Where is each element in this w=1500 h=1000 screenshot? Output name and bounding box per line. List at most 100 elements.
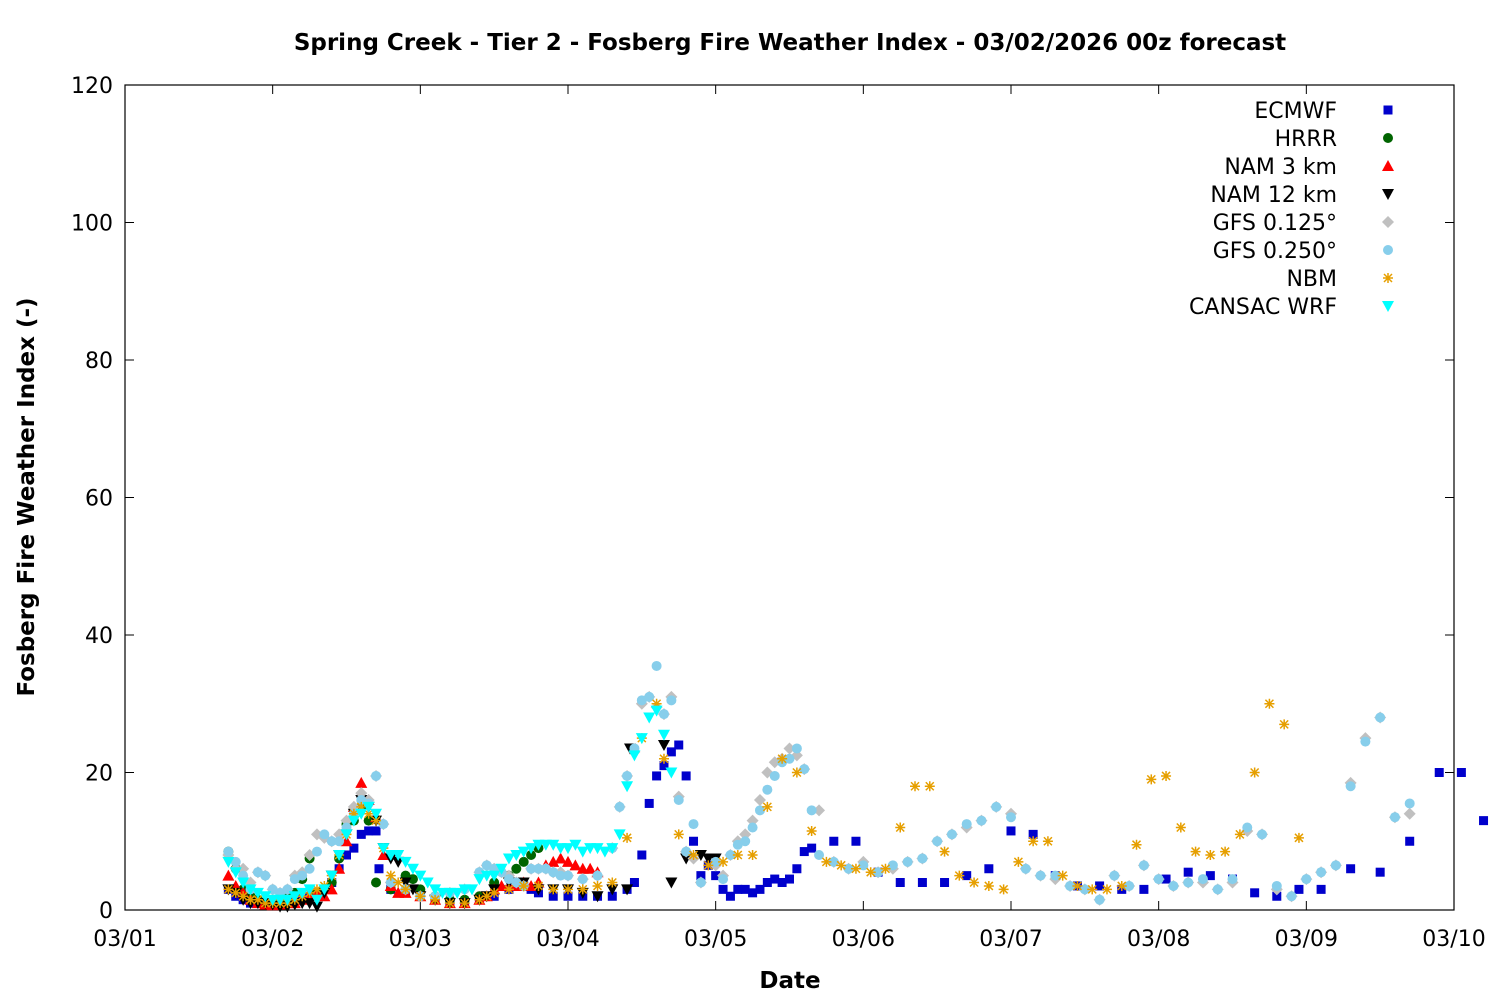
- data-point-hrrr: [518, 856, 529, 867]
- data-point-nbm: [503, 884, 514, 895]
- data-point-nbm: [969, 877, 980, 888]
- data-point-gfs-0-250: [297, 870, 308, 881]
- data-point-nbm: [939, 846, 950, 857]
- data-point-nam-12-km: [591, 891, 604, 903]
- data-point-gfs-0-250: [1242, 822, 1253, 833]
- data-point-gfs-0-250: [555, 870, 566, 881]
- legend-label: HRRR: [1275, 127, 1337, 152]
- data-point-nam-12-km: [303, 898, 316, 910]
- data-point-nbm: [311, 884, 322, 895]
- data-point-gfs-0-125: [1403, 807, 1416, 820]
- data-point-nbm: [563, 884, 573, 895]
- data-points: [222, 660, 1489, 913]
- data-point-cansac-wrf: [598, 846, 611, 858]
- data-point-gfs-0-250: [814, 850, 825, 860]
- data-point-nbm: [836, 860, 847, 871]
- data-point-cansac-wrf: [325, 870, 338, 882]
- data-point-ecmwf: [762, 878, 772, 887]
- data-point-cansac-wrf: [643, 712, 656, 724]
- legend-label: NBM: [1286, 267, 1337, 292]
- data-point-gfs-0-250: [718, 874, 729, 885]
- data-point-ecmwf: [740, 884, 750, 894]
- data-point-cansac-wrf: [635, 733, 648, 745]
- data-point-cansac-wrf: [251, 887, 264, 899]
- data-point-hrrr: [363, 815, 374, 826]
- data-point-gfs-0-250: [673, 795, 684, 805]
- data-point-gfs-0-250: [961, 819, 972, 830]
- data-point-nbm: [533, 880, 544, 891]
- data-point-nbm: [393, 877, 404, 888]
- data-point-nbm: [1249, 767, 1260, 778]
- data-point-gfs-0-250: [563, 870, 573, 881]
- data-point-nbm: [954, 870, 965, 881]
- data-point-cansac-wrf: [451, 887, 464, 899]
- data-point-gfs-0-250: [902, 856, 913, 867]
- legend-marker: [1383, 133, 1393, 143]
- data-point-nam-12-km: [680, 853, 693, 865]
- legend-marker: [1383, 245, 1393, 255]
- data-point-ecmwf: [1205, 871, 1215, 881]
- data-point-ecmwf: [674, 740, 684, 750]
- data-point-nbm: [850, 863, 861, 874]
- x-tick-label: 03/09: [1275, 927, 1338, 952]
- data-point-nbm: [1057, 870, 1068, 881]
- data-point-gfs-0-250: [592, 870, 603, 881]
- data-point-ecmwf: [777, 878, 787, 887]
- data-point-nbm: [238, 891, 249, 902]
- data-point-nbm: [1190, 846, 1201, 857]
- data-point-nbm: [481, 891, 492, 902]
- y-tick-label: 20: [85, 762, 113, 787]
- x-tick-label: 03/02: [241, 927, 304, 952]
- x-tick-label: 03/06: [832, 927, 895, 952]
- data-point-nam-3-km: [325, 883, 338, 895]
- data-point-gfs-0-250: [260, 870, 271, 881]
- data-point-ecmwf: [785, 874, 794, 884]
- data-point-gfs-0-250: [644, 691, 655, 702]
- data-point-nam-3-km: [569, 859, 582, 871]
- data-point-gfs-0-250: [1197, 874, 1208, 885]
- data-point-cansac-wrf: [377, 843, 390, 855]
- data-point-gfs-0-250: [1360, 736, 1371, 747]
- data-point-cansac-wrf: [466, 884, 479, 896]
- data-point-ecmwf: [1479, 816, 1489, 826]
- data-point-nbm: [1175, 822, 1186, 833]
- data-point-nbm: [592, 880, 603, 891]
- legend-label: CANSAC WRF: [1189, 295, 1337, 320]
- data-point-nbm: [998, 884, 1009, 895]
- data-point-ecmwf: [799, 847, 809, 857]
- data-point-nbm: [806, 825, 817, 836]
- data-point-nbm: [230, 887, 241, 898]
- plot-frame: [124, 84, 1455, 911]
- data-point-nbm: [577, 884, 588, 895]
- data-point-ecmwf: [548, 891, 558, 901]
- data-point-nbm: [865, 867, 876, 878]
- data-point-gfs-0-250: [858, 860, 869, 871]
- series-gfs-0-250: [223, 660, 1415, 905]
- data-point-cansac-wrf: [502, 853, 515, 865]
- data-point-nbm: [658, 753, 669, 764]
- data-point-gfs-0-250: [334, 836, 345, 847]
- data-point-hrrr: [526, 850, 537, 860]
- data-point-ecmwf: [770, 874, 780, 884]
- data-point-nbm: [983, 880, 994, 891]
- data-point-gfs-0-250: [1138, 860, 1149, 871]
- data-point-cansac-wrf: [370, 808, 383, 820]
- data-point-ecmwf: [666, 747, 676, 757]
- data-point-nbm: [651, 698, 662, 709]
- data-point-gfs-0-250: [371, 770, 382, 781]
- data-point-gfs-0-250: [1389, 812, 1400, 823]
- data-point-cansac-wrf: [665, 767, 678, 779]
- data-point-cansac-wrf: [562, 843, 574, 855]
- data-point-gfs-0-250: [1124, 880, 1135, 891]
- data-point-cansac-wrf: [310, 894, 323, 906]
- data-point-gfs-0-250: [1006, 812, 1016, 823]
- data-point-nbm: [1220, 846, 1231, 857]
- legend-marker: [1382, 160, 1394, 171]
- data-point-gfs-0-250: [651, 660, 662, 671]
- data-point-nbm: [791, 767, 802, 778]
- data-point-cansac-wrf: [288, 891, 301, 903]
- x-tick-label: 03/10: [1422, 927, 1485, 952]
- data-point-nam-12-km: [310, 901, 323, 913]
- data-point-cansac-wrf: [355, 808, 368, 820]
- legend-label: ECMWF: [1254, 99, 1337, 124]
